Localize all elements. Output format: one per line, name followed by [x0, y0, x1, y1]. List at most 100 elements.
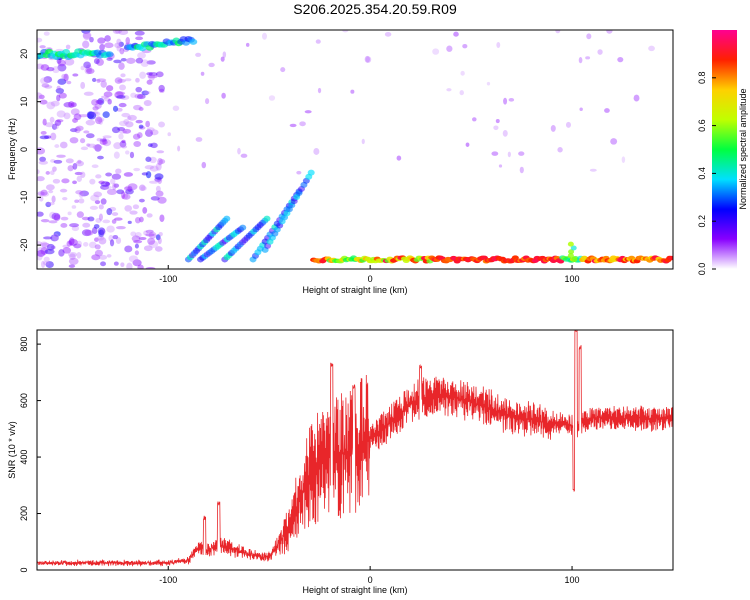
noise-blob — [69, 253, 76, 261]
noise-blob — [155, 234, 161, 241]
noise-blob — [42, 236, 53, 240]
noise-blob — [589, 168, 597, 172]
noise-blob — [116, 95, 126, 99]
noise-blob — [74, 126, 81, 134]
noise-blob — [56, 110, 66, 118]
noise-blob — [71, 205, 77, 209]
noise-blob — [44, 249, 55, 255]
noise-blob — [119, 94, 130, 100]
noise-blob — [52, 178, 61, 184]
noise-blob — [94, 102, 102, 110]
noise-blob — [155, 162, 162, 171]
noise-blob — [40, 77, 50, 85]
noise-blob — [195, 137, 203, 142]
noise-blob — [299, 121, 306, 127]
noise-blob — [94, 144, 102, 152]
noise-blob — [72, 118, 79, 123]
noise-blob — [121, 112, 130, 118]
noise-blob — [42, 118, 47, 126]
noise-blob — [121, 191, 126, 200]
noise-blob — [96, 78, 107, 82]
noise-blob — [116, 38, 122, 45]
noise-blob — [96, 137, 103, 142]
noise-blob — [62, 247, 72, 254]
y-tick-label: 0 — [19, 147, 29, 152]
noise-blob — [148, 72, 158, 77]
noise-blob — [125, 36, 130, 45]
noise-blob — [465, 142, 470, 147]
noise-blob — [350, 89, 355, 94]
noise-blob — [95, 218, 102, 223]
noise-blob — [82, 222, 91, 228]
noise-blob — [115, 91, 126, 96]
noise-blob — [107, 98, 112, 105]
noise-blob — [140, 59, 150, 67]
noise-blob — [97, 227, 106, 235]
noise-blob — [106, 225, 115, 233]
noise-blob — [136, 132, 143, 139]
noise-blob — [145, 120, 150, 128]
noise-blob — [116, 107, 123, 112]
noise-blob — [167, 132, 172, 137]
colorbar-label: Normalized spectral amplitude — [738, 88, 748, 209]
noise-blob — [106, 208, 113, 216]
noise-blob — [87, 216, 95, 222]
noise-blob — [56, 85, 61, 91]
noise-blob — [134, 250, 139, 256]
noise-blob — [37, 63, 44, 70]
noise-blob — [143, 99, 152, 107]
noise-blob — [81, 216, 90, 221]
noise-blob — [80, 171, 86, 178]
noise-blob — [141, 172, 149, 176]
noise-blob — [76, 252, 82, 259]
noise-blob — [114, 42, 122, 49]
noise-blob — [105, 172, 113, 177]
noise-blob — [502, 129, 508, 137]
band-23hz — [557, 259, 565, 264]
noise-blob — [89, 36, 94, 43]
noise-blob — [106, 57, 113, 61]
noise-blob — [127, 114, 137, 121]
noise-blob — [80, 65, 85, 71]
noise-blob — [143, 245, 153, 252]
noise-blob — [72, 73, 79, 77]
noise-blob — [81, 229, 92, 237]
noise-blob — [122, 192, 129, 200]
noise-blob — [99, 43, 105, 51]
noise-blob — [82, 32, 92, 41]
noise-blob — [95, 174, 102, 179]
noise-blob — [138, 198, 145, 203]
noise-blob — [118, 30, 129, 35]
noise-blob — [40, 64, 50, 71]
noise-blob — [115, 168, 122, 174]
noise-blob — [134, 93, 144, 99]
noise-blob — [112, 30, 121, 34]
noise-blob — [138, 107, 144, 111]
noise-blob — [296, 170, 302, 175]
noise-blob — [111, 212, 119, 216]
noise-blob — [150, 196, 160, 201]
noise-blob — [37, 37, 43, 43]
noise-blob — [126, 262, 133, 269]
noise-blob — [125, 185, 132, 190]
noise-blob — [61, 178, 70, 184]
noise-blob — [604, 108, 610, 113]
noise-blob — [71, 225, 80, 232]
noise-blob — [91, 164, 99, 169]
noise-blob — [94, 249, 103, 257]
noise-blob — [100, 261, 106, 267]
noise-blob — [104, 35, 111, 42]
noise-blob — [83, 61, 91, 69]
noise-blob — [118, 41, 124, 47]
noise-blob — [71, 102, 77, 107]
noise-blob — [495, 118, 500, 124]
noise-blob — [39, 45, 46, 49]
noise-blob — [73, 243, 82, 249]
noise-blob — [597, 49, 603, 55]
noise-blob — [51, 195, 56, 203]
noise-blob — [138, 216, 144, 223]
noise-blob — [89, 205, 99, 210]
noise-blob — [39, 156, 46, 162]
noise-blob — [99, 138, 107, 142]
